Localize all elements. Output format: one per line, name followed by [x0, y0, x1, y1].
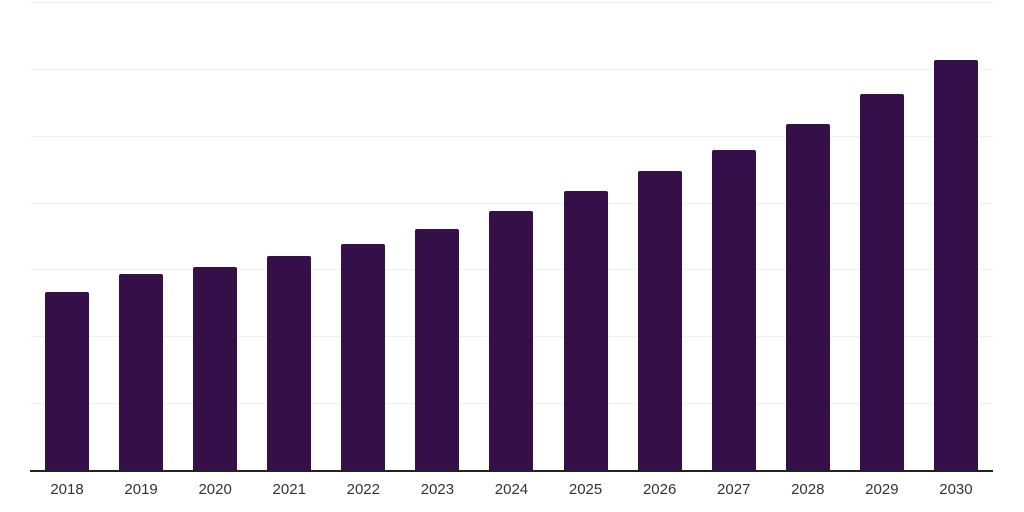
x-axis-label-2018: 2018: [50, 481, 84, 498]
x-axis-label-2027: 2027: [717, 481, 751, 498]
x-axis-label-2030: 2030: [939, 481, 973, 498]
x-axis-label-2028: 2028: [791, 481, 825, 498]
bar-2026[interactable]: [637, 171, 682, 470]
bar-2018[interactable]: [45, 291, 89, 470]
x-axis-label-2021: 2021: [272, 481, 306, 498]
bar-column-2018: [45, 2, 89, 470]
bar-column-2026: [637, 2, 682, 470]
bar-column-2022: $3,380.8: [341, 2, 386, 470]
bar-column-2027: [711, 2, 756, 470]
bar-column-2028: [785, 2, 830, 470]
x-axis-label-2020: 2020: [198, 481, 232, 498]
bar-column-2029: [859, 2, 904, 470]
bar-column-2020: [193, 2, 238, 470]
bar-column-2021: [267, 2, 312, 470]
x-axis-label-2026: 2026: [642, 481, 677, 498]
gridline: [30, 68, 993, 70]
bar-column-2025: [563, 2, 608, 470]
gridline: [30, 135, 993, 137]
bar-2020[interactable]: [193, 267, 238, 470]
x-axis-label-2023: 2023: [420, 481, 455, 498]
x-axis-label-2019: 2019: [124, 481, 158, 498]
bars-row: $3,380.8 $6,125.9: [30, 2, 993, 470]
bar-2030[interactable]: [933, 60, 978, 470]
bar-2027[interactable]: [711, 149, 756, 470]
gridline: [30, 2, 993, 3]
plot-area: $3,380.8 $6,125.9: [30, 2, 993, 472]
bar-2025[interactable]: [563, 191, 608, 470]
gridline: [30, 202, 993, 204]
x-axis-label-2025: 2025: [568, 481, 603, 498]
bar-column-2019: [119, 2, 164, 470]
x-axis: 2018 2019 2020 2021 2022 2023 2024 2025 2026 2027…: [30, 479, 993, 500]
x-axis-label-2024: 2024: [494, 481, 529, 498]
bar-2023[interactable]: [415, 228, 460, 470]
bar-2028[interactable]: [785, 124, 830, 470]
bar-2021[interactable]: [267, 256, 312, 470]
bar-column-2024: [489, 2, 534, 470]
bar-2029[interactable]: [859, 93, 904, 470]
x-axis-label-2029: 2029: [865, 481, 899, 498]
bar-column-2023: [415, 2, 460, 470]
x-axis-label-2022: 2022: [346, 481, 380, 498]
bar-2022[interactable]: [341, 243, 386, 470]
bar-2024[interactable]: [489, 211, 534, 470]
bar-2019[interactable]: [119, 273, 164, 470]
bar-column-2030: $6,125.9: [933, 2, 978, 470]
